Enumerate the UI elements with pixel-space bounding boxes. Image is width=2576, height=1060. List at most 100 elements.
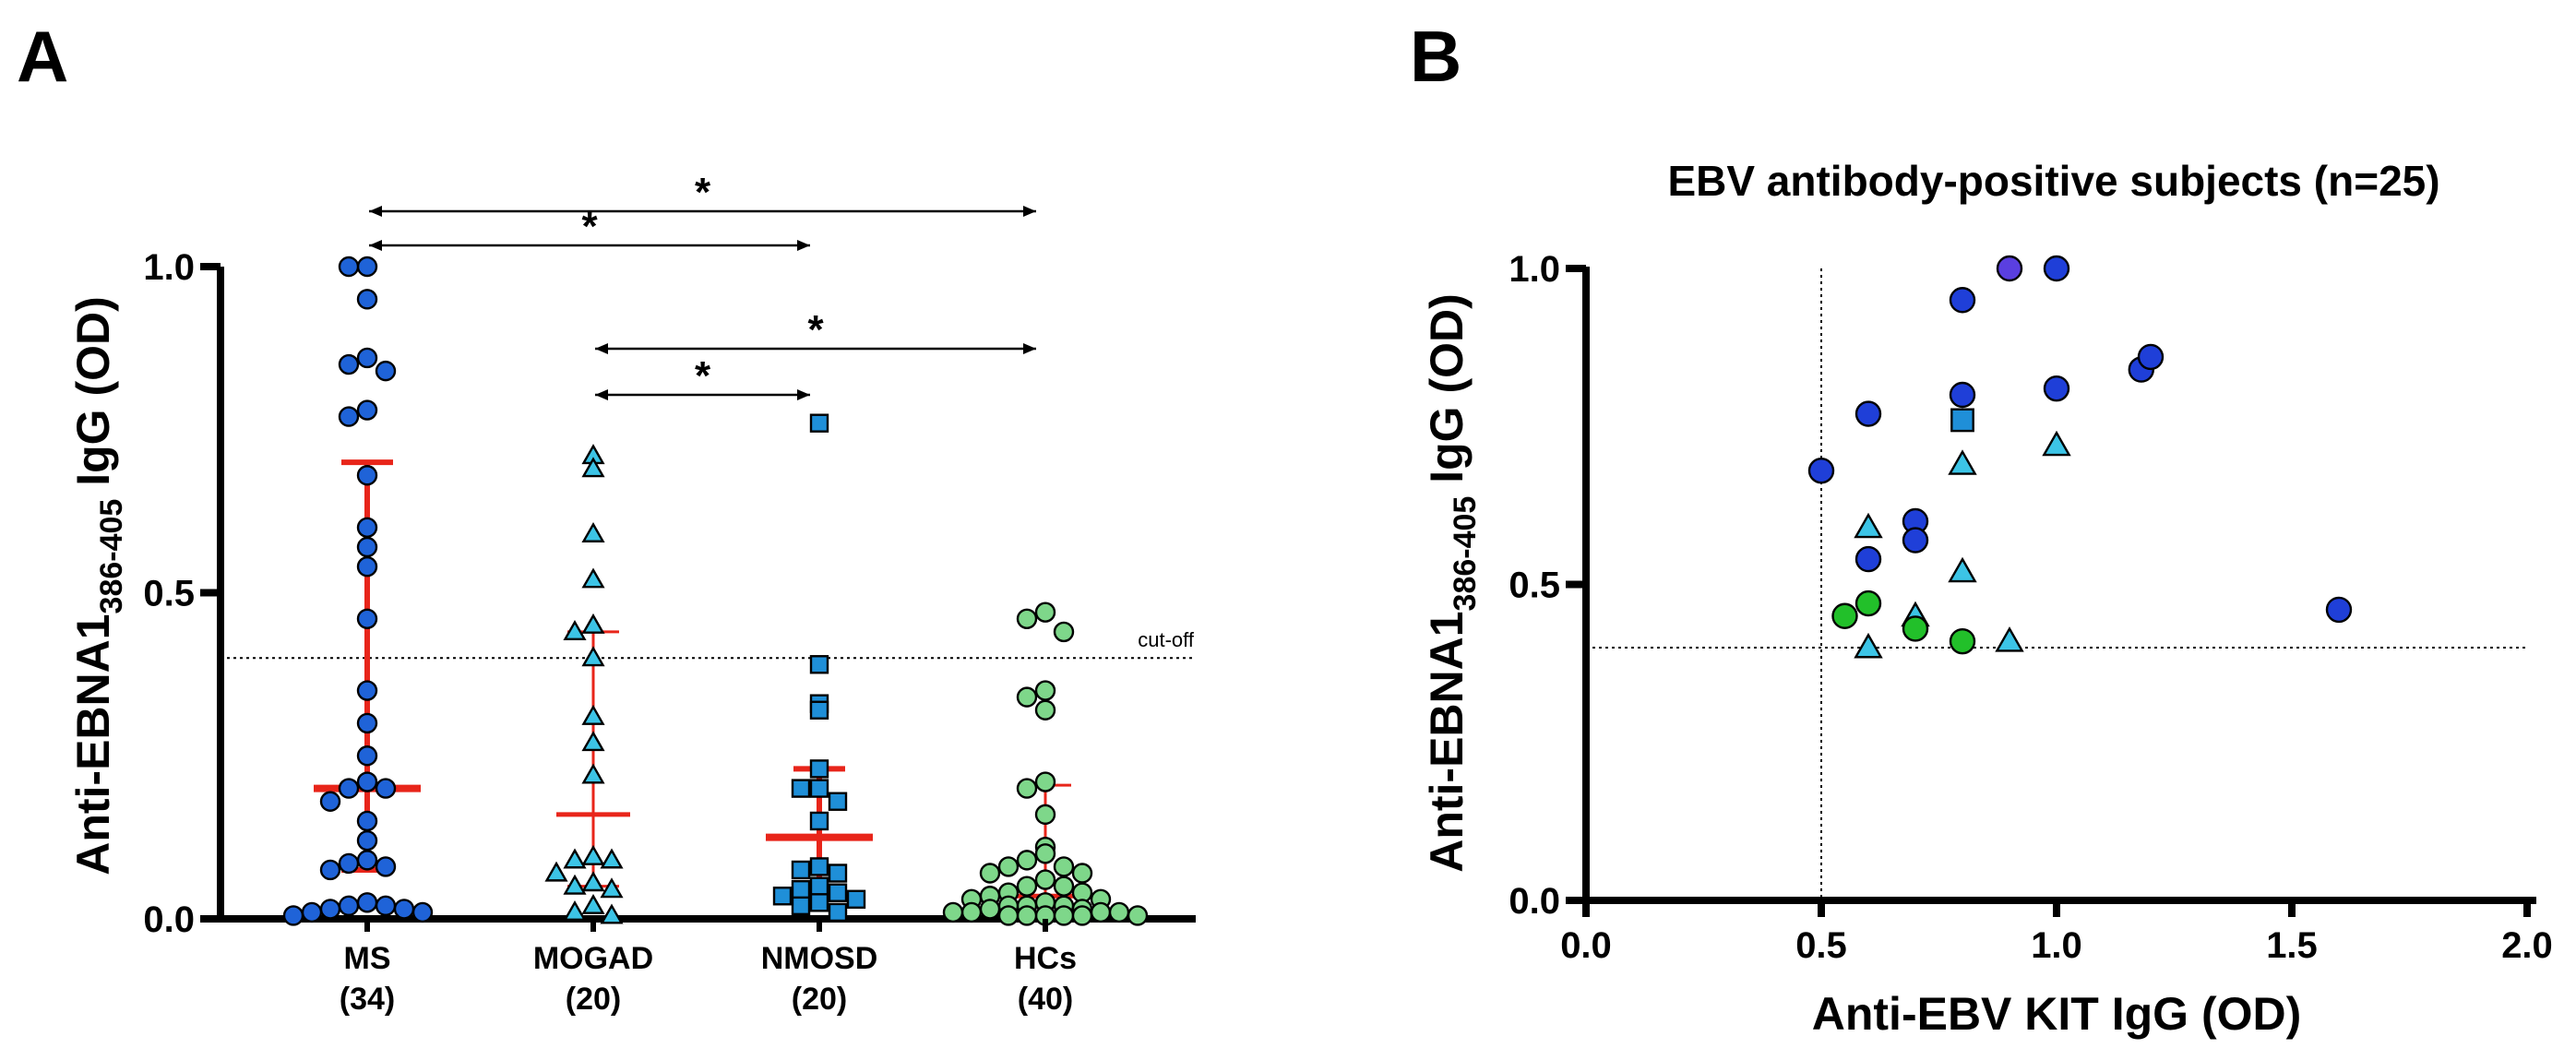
data-point-mogad bbox=[563, 848, 587, 869]
category-label: NMOSD bbox=[761, 941, 878, 976]
data-point-mogad bbox=[581, 567, 605, 589]
data-point-ms bbox=[375, 360, 397, 382]
data-point-nmosd bbox=[809, 857, 829, 876]
data-point-hcs bbox=[1053, 875, 1075, 897]
data-point-ms bbox=[356, 829, 378, 852]
data-point-ms bbox=[356, 347, 378, 369]
panel-b-x-axis-label: Anti-EBV KIT IgG (OD) bbox=[1812, 988, 2302, 1040]
arrow-head bbox=[595, 389, 608, 400]
data-point-hcs bbox=[1053, 621, 1075, 643]
panel-a-y-tick-label: 0.0 bbox=[143, 899, 195, 940]
data-point-nmosd bbox=[772, 887, 793, 906]
data-point-ms bbox=[319, 899, 341, 920]
data-point-hcs bbox=[1034, 680, 1056, 701]
panel-b-x-tick-label: 1.0 bbox=[2031, 925, 2082, 966]
data-point-ms bbox=[411, 901, 434, 923]
data-point-ms bbox=[375, 856, 397, 877]
panel-b-x-tick-label: 1.5 bbox=[2266, 925, 2318, 966]
data-point-mogad bbox=[581, 457, 605, 478]
panel-b-label: B bbox=[1410, 16, 1461, 97]
data-point-hcs bbox=[1016, 686, 1038, 708]
data-point-mogad bbox=[581, 763, 605, 784]
data-point-mogad bbox=[581, 844, 605, 865]
panel-b-y-axis-label: Anti-EBNA1386-405 IgG (OD) bbox=[1421, 293, 1483, 873]
panel-b-data-point bbox=[2325, 596, 2353, 624]
data-point-hcs bbox=[1071, 863, 1093, 884]
data-point-ms bbox=[356, 608, 378, 629]
data-point-mogad bbox=[563, 900, 587, 922]
significance-star: * bbox=[807, 307, 824, 352]
data-point-ms bbox=[356, 517, 378, 538]
panel-b-data-point bbox=[1996, 255, 2023, 282]
data-point-mogad bbox=[581, 613, 605, 634]
panel-b-data-point bbox=[1902, 615, 1929, 642]
data-point-ms bbox=[356, 399, 378, 421]
data-point-ms bbox=[301, 901, 323, 923]
data-point-nmosd bbox=[828, 902, 848, 923]
data-point-hcs bbox=[1034, 869, 1056, 890]
data-point-hcs bbox=[960, 901, 983, 923]
panel-b-y-tick-label: 0.5 bbox=[1509, 566, 1560, 606]
arrow-head bbox=[369, 240, 382, 251]
panel-a-y-axis-title: Anti-EBNA1386-405 IgG (OD) bbox=[67, 296, 129, 875]
data-point-hcs bbox=[1016, 778, 1038, 799]
data-point-mogad bbox=[581, 871, 605, 892]
arrow-head bbox=[797, 240, 810, 251]
panel-a-y-axis-label: Anti-EBNA1386-405 IgG (OD) bbox=[67, 296, 129, 875]
panel-b-data-point bbox=[1854, 632, 1883, 659]
data-point-nmosd bbox=[828, 863, 848, 883]
panel-a-cutoff-label: cut-off bbox=[1138, 628, 1195, 651]
panel-b-data-point bbox=[1949, 287, 1976, 314]
data-point-ms bbox=[356, 771, 378, 792]
data-point-hcs bbox=[1071, 905, 1093, 926]
significance-star: * bbox=[695, 353, 711, 399]
data-point-nmosd bbox=[809, 893, 829, 912]
data-point-ms bbox=[375, 778, 397, 799]
panel-b-data-point bbox=[1854, 590, 1882, 617]
panel-b-data-point bbox=[2042, 430, 2071, 457]
panel-b-data-point bbox=[1948, 556, 1977, 583]
data-point-nmosd bbox=[791, 860, 811, 880]
data-point-nmosd bbox=[809, 779, 829, 798]
data-point-hcs bbox=[979, 863, 1001, 884]
data-point-ms bbox=[356, 745, 378, 767]
data-point-hcs bbox=[979, 899, 1001, 920]
data-point-nmosd bbox=[809, 759, 829, 779]
data-point-hcs bbox=[1053, 905, 1075, 926]
panel-a-y-tick-label: 1.0 bbox=[143, 247, 195, 288]
data-point-ms bbox=[356, 465, 378, 486]
data-point-mogad bbox=[563, 620, 587, 640]
data-point-ms bbox=[319, 859, 341, 881]
data-point-hcs bbox=[1034, 843, 1056, 864]
panel-b-data-point bbox=[2043, 255, 2070, 282]
panel-b-data-point bbox=[1995, 626, 2024, 652]
data-point-mogad bbox=[544, 861, 568, 882]
data-point-hcs bbox=[1034, 771, 1056, 792]
data-point-mogad bbox=[600, 848, 624, 869]
data-point-ms bbox=[338, 852, 360, 875]
arrow-head bbox=[1023, 206, 1036, 217]
arrow-head bbox=[595, 343, 608, 354]
data-point-ms bbox=[356, 810, 378, 832]
data-point-ms bbox=[319, 791, 341, 812]
data-point-nmosd bbox=[828, 883, 848, 902]
data-point-ms bbox=[338, 353, 360, 375]
arrow-head bbox=[369, 206, 382, 217]
panel-b-x-tick-label: 0.0 bbox=[1560, 925, 1612, 966]
significance-star: * bbox=[695, 170, 711, 215]
data-point-ms bbox=[338, 256, 360, 278]
data-point-ms bbox=[338, 895, 360, 917]
data-point-mogad bbox=[600, 903, 624, 924]
category-label: HCs bbox=[1014, 941, 1077, 976]
arrow-head bbox=[797, 389, 810, 400]
data-point-ms bbox=[356, 712, 378, 734]
data-point-mogad bbox=[581, 704, 605, 725]
data-point-hcs bbox=[1016, 850, 1038, 871]
data-point-mogad bbox=[563, 874, 587, 895]
data-point-nmosd bbox=[791, 779, 811, 798]
data-point-hcs bbox=[1034, 601, 1056, 623]
data-point-ms bbox=[356, 536, 378, 558]
data-point-ms bbox=[356, 892, 378, 913]
panel-b-data-point bbox=[1854, 512, 1883, 539]
